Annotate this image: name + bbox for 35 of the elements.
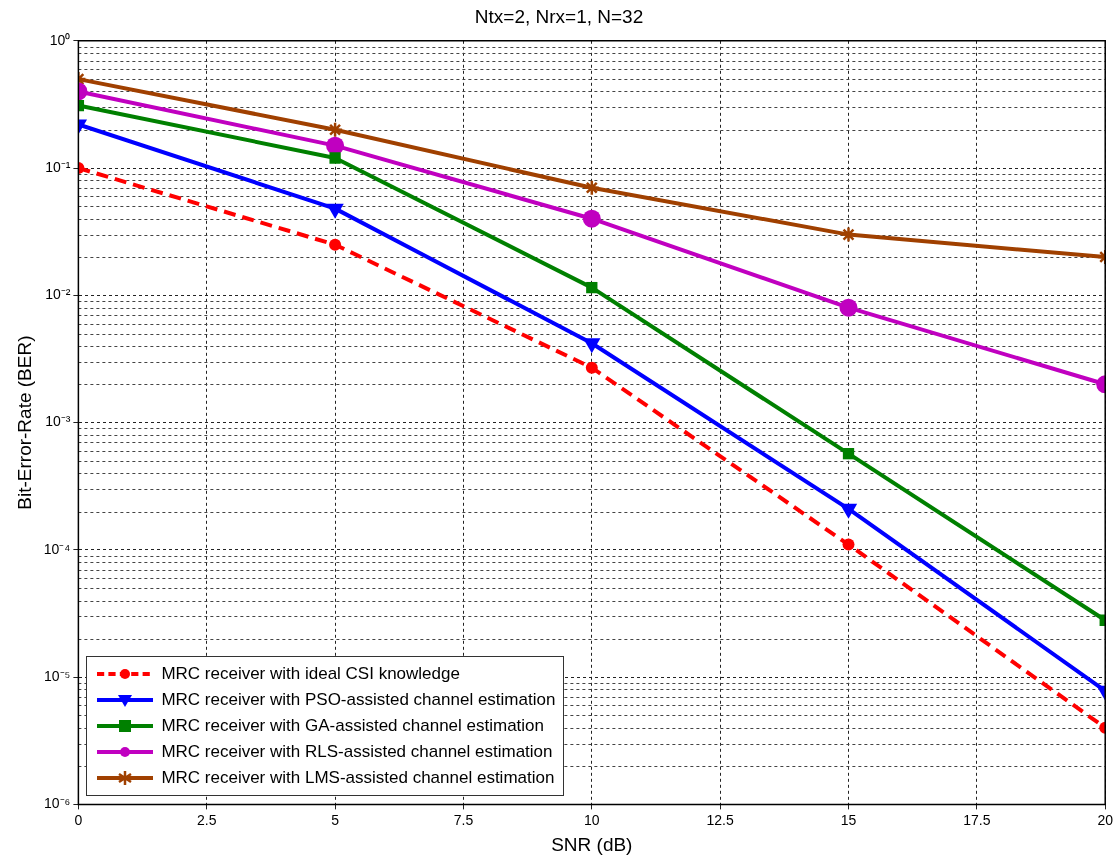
y-tick-label: 10⁰ <box>49 31 71 48</box>
point <box>329 152 341 164</box>
y-tick-label: 10⁻⁵ <box>44 667 71 684</box>
x-tick-label: 17.5 <box>963 811 991 828</box>
x-tick-label: 2.5 <box>197 811 217 828</box>
x-tick-label: 15 <box>840 811 857 828</box>
y-tick-label: 10⁻¹ <box>45 158 71 175</box>
y-tick-label: 10⁻³ <box>45 413 71 430</box>
legend-label: MRC receiver with ideal CSI knowledge <box>161 664 460 685</box>
chart-title: Ntx=2, Nrx=1, N=32 <box>474 5 644 27</box>
legend-label: MRC receiver with PSO-assisted channel estimation <box>161 690 556 711</box>
point <box>586 281 598 294</box>
x-tick-label: 5 <box>331 811 340 828</box>
x-axis-title: SNR (dB) <box>551 833 633 855</box>
legend-label: MRC receiver with RLS-assisted channel estimation <box>161 742 553 763</box>
x-tick-label: 20 <box>1097 811 1114 828</box>
y-tick-label: 10⁻⁶ <box>44 795 71 812</box>
x-tick-label: 12.5 <box>706 811 734 828</box>
point <box>840 226 857 243</box>
point <box>326 121 344 139</box>
y-tick-label: 10⁻² <box>45 286 71 303</box>
point <box>582 209 601 228</box>
point <box>842 538 855 551</box>
point <box>842 448 855 460</box>
point <box>329 238 342 251</box>
point <box>585 361 598 374</box>
x-tick-label: 7.5 <box>453 811 474 828</box>
x-tick-label: 0 <box>74 811 83 828</box>
y-axis-title: Bit-Error-Rate (BER) <box>13 335 35 510</box>
x-tick-label: 10 <box>584 811 600 828</box>
legend-label: MRC receiver with LMS-assisted channel estimation <box>161 768 555 789</box>
point <box>839 298 858 317</box>
point <box>583 179 601 197</box>
legend-label: MRC receiver with GA-assisted channel estimation <box>161 716 545 737</box>
y-tick-label: 10⁻⁴ <box>43 540 71 557</box>
